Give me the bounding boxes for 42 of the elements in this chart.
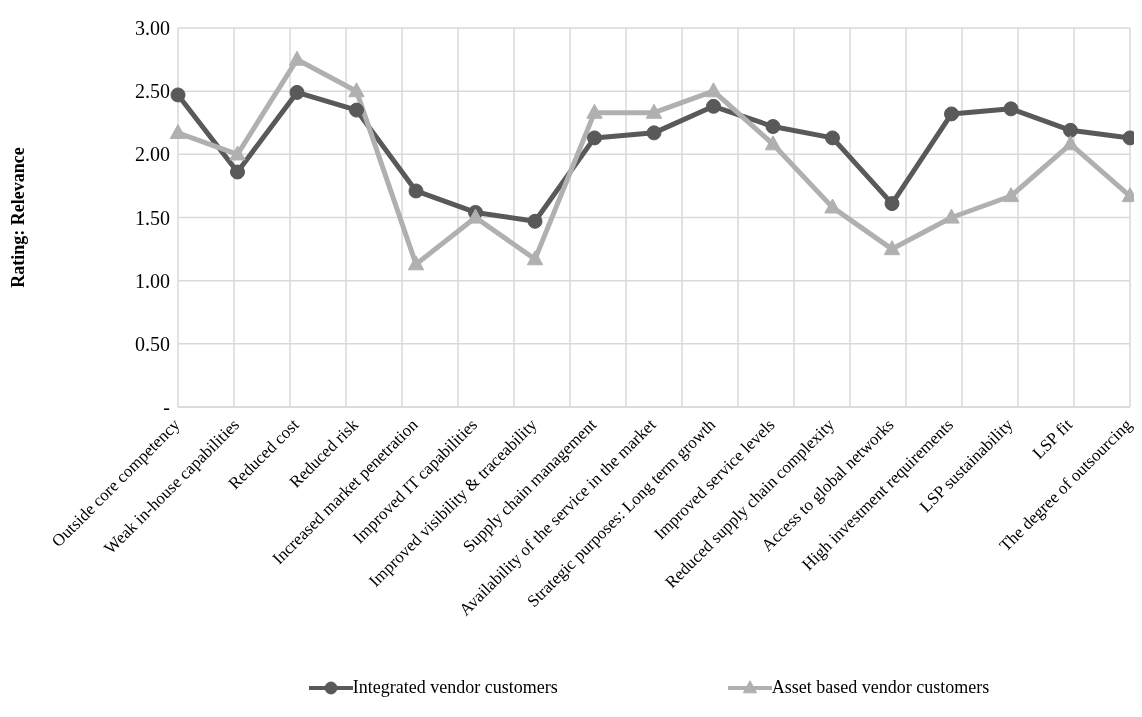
point	[646, 125, 662, 141]
point	[1002, 187, 1020, 203]
y-axis-title: Rating: Relevance	[8, 147, 29, 288]
point	[1063, 122, 1078, 138]
point	[288, 50, 306, 66]
point	[170, 87, 186, 103]
y-tick-label: 3.00	[135, 17, 170, 40]
point	[169, 123, 187, 139]
y-tick-label: 2.00	[135, 143, 170, 166]
point	[705, 82, 722, 98]
point	[526, 250, 544, 266]
point	[1003, 101, 1019, 117]
legend-label: Asset based vendor customers	[771, 677, 990, 698]
point	[230, 164, 245, 180]
point	[824, 198, 841, 214]
point	[349, 102, 364, 118]
point	[289, 84, 305, 100]
point	[408, 183, 424, 199]
point	[527, 213, 543, 229]
y-tick-label: 2.50	[135, 80, 170, 103]
y-tick-label: 1.50	[135, 206, 170, 229]
point	[229, 145, 246, 161]
point	[943, 208, 960, 224]
point	[645, 103, 663, 119]
point	[348, 82, 365, 98]
point	[467, 208, 484, 224]
point	[1062, 135, 1079, 151]
point	[587, 130, 602, 146]
point	[706, 98, 721, 114]
point	[765, 119, 781, 135]
y-tick-label: 1.00	[135, 269, 170, 292]
point	[764, 135, 782, 151]
point	[944, 106, 959, 122]
point	[586, 103, 603, 119]
y-tick-label: -	[163, 396, 170, 419]
legend-label: Integrated vendor customers	[352, 677, 558, 698]
x-tick-label: LSP fit	[1028, 414, 1077, 463]
point	[825, 130, 840, 146]
point	[407, 255, 425, 271]
point	[884, 196, 900, 212]
point	[883, 240, 901, 256]
y-tick-label: 0.50	[135, 332, 170, 355]
